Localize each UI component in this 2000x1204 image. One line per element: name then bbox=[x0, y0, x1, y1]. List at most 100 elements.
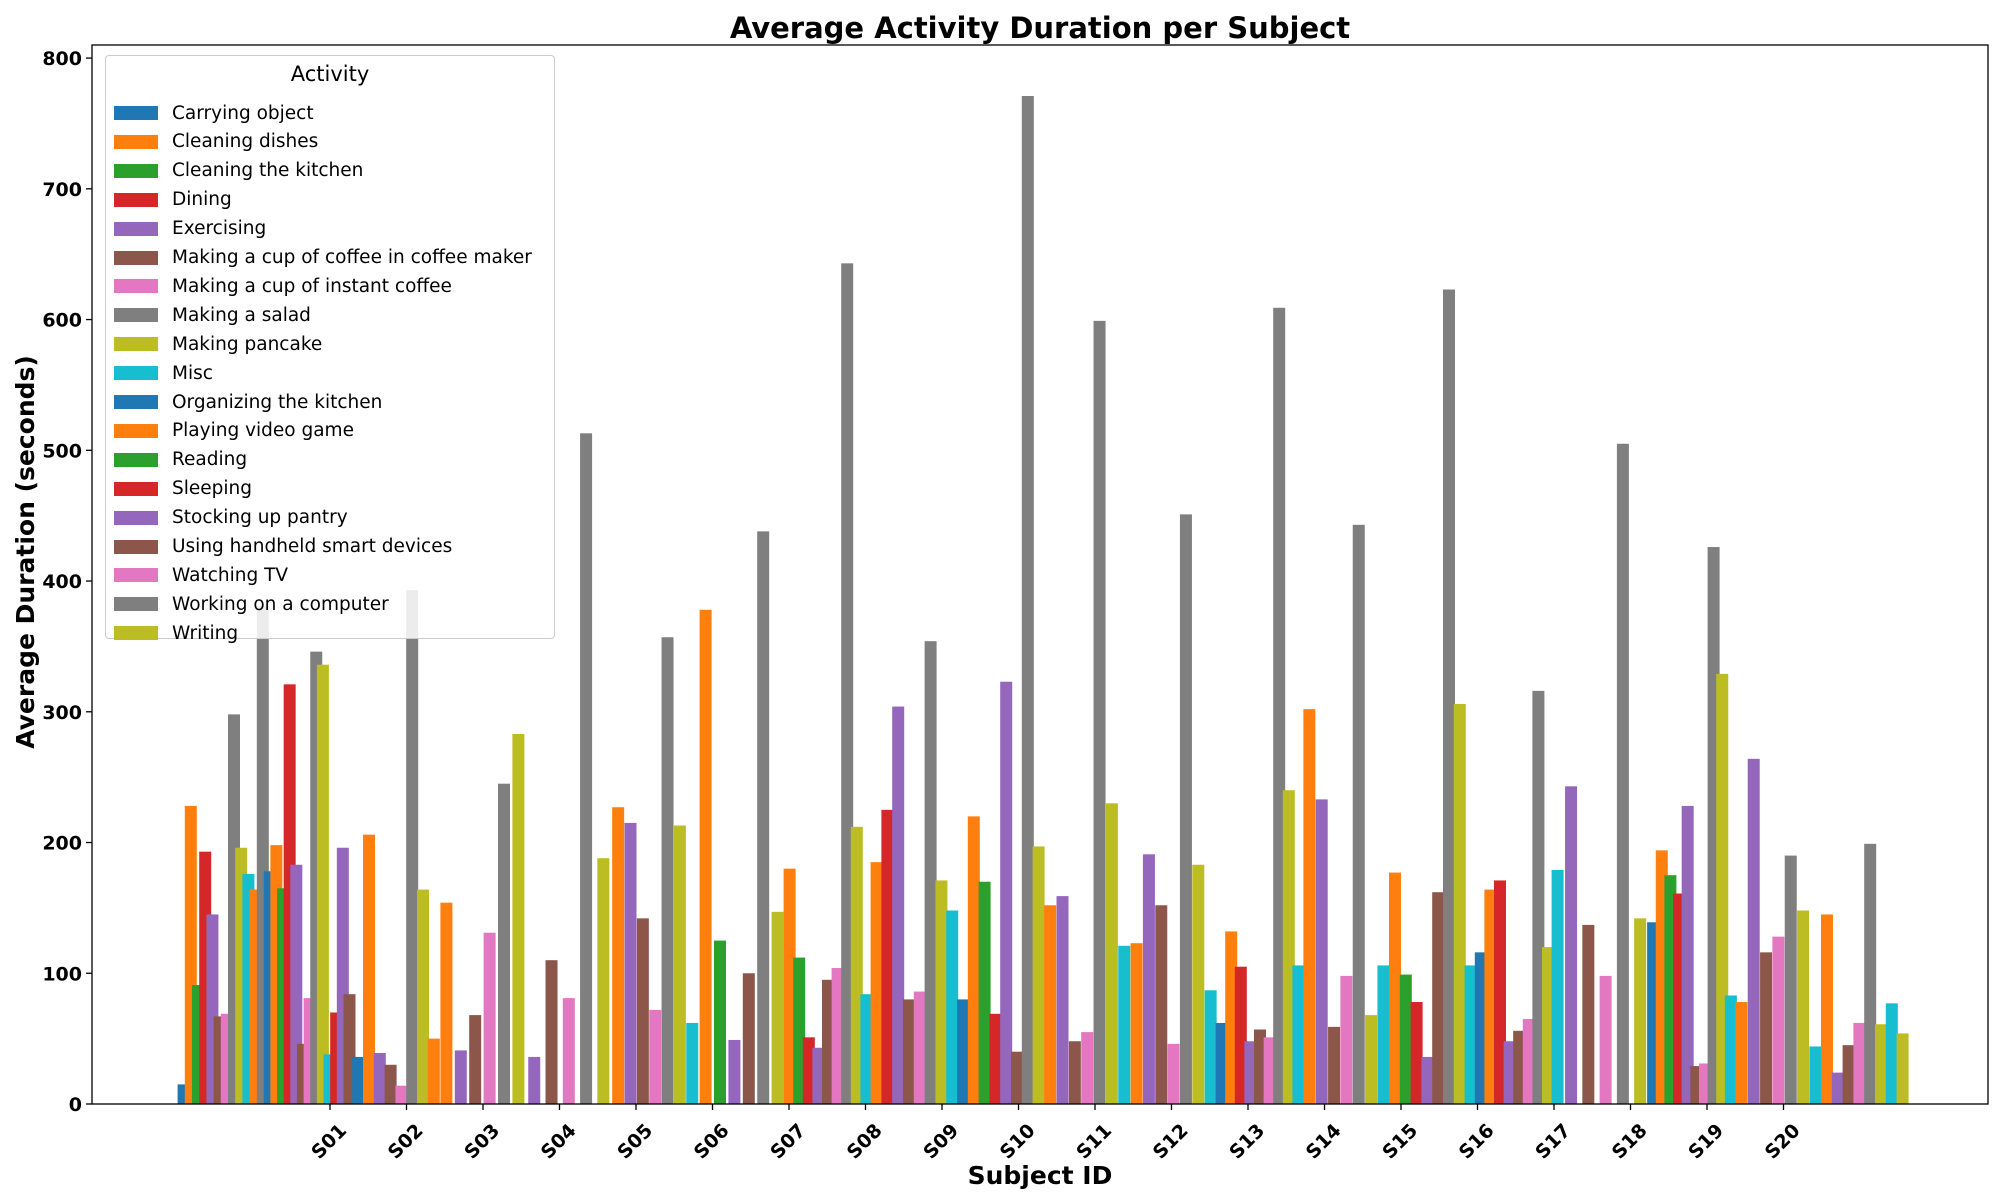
bar-s12-making-pancake bbox=[1192, 864, 1205, 1104]
bar-s12-making-a-cup-of-instant-coffee bbox=[1167, 1043, 1180, 1104]
x-tick-label-s02: S02 bbox=[384, 1120, 428, 1164]
bar-s03-making-pancake bbox=[417, 889, 429, 1104]
x-tick-label-s19: S19 bbox=[1684, 1120, 1728, 1164]
bar-s04-making-a-salad bbox=[498, 783, 510, 1104]
y-tick-label: 500 bbox=[42, 440, 82, 462]
y-tick-label: 0 bbox=[69, 1094, 82, 1116]
legend-label: Using handheld smart devices bbox=[172, 536, 453, 557]
x-tick-label-s07: S07 bbox=[766, 1120, 810, 1164]
x-tick-label-s16: S16 bbox=[1455, 1120, 1499, 1164]
bar-s13-dining bbox=[1234, 966, 1247, 1104]
y-tick-label: 800 bbox=[42, 48, 82, 70]
legend-swatch bbox=[114, 481, 158, 496]
legend-swatch bbox=[114, 337, 158, 352]
bar-s08-making-a-salad bbox=[841, 263, 854, 1105]
x-tick-label-s04: S04 bbox=[537, 1120, 581, 1164]
y-tick-label: 600 bbox=[42, 310, 82, 332]
bar-s03-carrying-object bbox=[352, 1056, 365, 1104]
legend-swatch bbox=[114, 192, 158, 207]
bar-s14-making-a-cup-of-coffee-in-coffee-maker bbox=[1328, 1026, 1341, 1104]
bar-s19-exercising bbox=[1747, 758, 1760, 1104]
bar-s05-exercising bbox=[528, 1056, 541, 1104]
bar-s19-making-a-cup-of-instant-coffee bbox=[1772, 936, 1785, 1104]
x-tick-label-s13: S13 bbox=[1225, 1120, 1269, 1164]
bar-s10-dining bbox=[989, 1013, 1002, 1104]
bar-s18-misc bbox=[1724, 995, 1737, 1104]
bar-s04-exercising bbox=[454, 1050, 467, 1104]
legend-swatch bbox=[114, 539, 158, 554]
bar-s20-misc bbox=[1885, 1003, 1898, 1104]
x-tick-label-s12: S12 bbox=[1149, 1120, 1193, 1164]
legend-item: Carrying object bbox=[114, 100, 314, 126]
bar-s10-carrying-object bbox=[957, 999, 969, 1104]
legend-item: Making pancake bbox=[114, 331, 322, 357]
bar-s09-exercising bbox=[892, 706, 905, 1104]
bar-s11-making-a-salad bbox=[1093, 320, 1106, 1104]
bar-s15-making-pancake bbox=[1453, 703, 1466, 1104]
legend-label: Writing bbox=[172, 622, 239, 644]
legend-item: Working on a computer bbox=[114, 591, 389, 617]
legend-label: Exercising bbox=[172, 218, 267, 240]
legend-item: Exercising bbox=[114, 216, 266, 242]
legend-swatch bbox=[114, 106, 158, 120]
bar-s13-making-a-cup-of-instant-coffee bbox=[1263, 1037, 1276, 1104]
bar-s14-making-a-cup-of-instant-coffee bbox=[1340, 975, 1353, 1104]
bar-s11-exercising bbox=[1056, 896, 1069, 1104]
legend-label: Cleaning dishes bbox=[172, 131, 319, 153]
legend-item: Making a cup of instant coffee bbox=[114, 273, 452, 299]
bar-s15-dining bbox=[1410, 1002, 1423, 1104]
x-tick-label-s14: S14 bbox=[1302, 1120, 1346, 1164]
legend-label: Making pancake bbox=[172, 333, 323, 355]
legend-label: Carrying object bbox=[172, 102, 314, 124]
x-tick-label-s09: S09 bbox=[919, 1120, 963, 1164]
bar-s14-making-a-salad bbox=[1352, 524, 1365, 1104]
bar-s09-making-a-cup-of-instant-coffee bbox=[913, 991, 926, 1104]
bar-s09-cleaning-dishes bbox=[870, 862, 883, 1104]
bar-s04-making-pancake bbox=[512, 734, 525, 1104]
chart-title: Average Activity Duration per Subject bbox=[730, 11, 1350, 45]
legend-title: Activity bbox=[290, 62, 370, 86]
x-tick-label-s18: S18 bbox=[1608, 1120, 1652, 1164]
y-axis-label: Average Duration (seconds) bbox=[11, 355, 40, 749]
legend-item: Writing bbox=[114, 620, 238, 646]
bar-s09-making-a-cup-of-coffee-in-coffee-maker bbox=[903, 999, 915, 1104]
legend-swatch bbox=[114, 452, 158, 467]
x-tick-label-s11: S11 bbox=[1072, 1120, 1116, 1164]
bar-s13-carrying-object bbox=[1215, 1022, 1228, 1104]
bar-s08-dining bbox=[802, 1037, 815, 1104]
bar-s20-exercising bbox=[1831, 1072, 1844, 1104]
bar-s16-cleaning-dishes bbox=[1484, 889, 1497, 1104]
bar-s03-cleaning-dishes bbox=[363, 834, 375, 1104]
legend-label: Watching TV bbox=[172, 564, 289, 586]
x-tick-label-s20: S20 bbox=[1761, 1120, 1805, 1164]
bar-s11-making-a-cup-of-instant-coffee bbox=[1081, 1032, 1094, 1104]
bar-s07-making-a-salad bbox=[757, 531, 770, 1104]
legend-swatch bbox=[114, 308, 158, 323]
legend-label: Stocking up pantry bbox=[172, 507, 348, 529]
bar-s20-making-pancake bbox=[1875, 1024, 1887, 1104]
x-tick-label-s17: S17 bbox=[1531, 1120, 1575, 1164]
bar-s06-cleaning-dishes bbox=[612, 807, 625, 1104]
legend-item: Dining bbox=[114, 187, 232, 213]
bar-s05-making-a-cup-of-coffee-in-coffee-maker bbox=[545, 960, 558, 1104]
legend-swatch bbox=[114, 279, 158, 294]
legend-swatch bbox=[114, 395, 158, 409]
bar-s14-exercising bbox=[1315, 799, 1328, 1104]
bar-s10-making-a-cup-of-coffee-in-coffee-maker bbox=[1011, 1051, 1023, 1104]
legend-label: Cleaning the kitchen bbox=[172, 160, 364, 182]
bar-s16-making-a-cup-of-coffee-in-coffee-maker bbox=[1513, 1030, 1526, 1104]
bar-s15-making-a-salad bbox=[1443, 289, 1455, 1104]
legend-label: Dining bbox=[172, 189, 232, 211]
bar-s16-dining bbox=[1494, 880, 1506, 1104]
bar-s09-making-pancake bbox=[935, 880, 948, 1104]
legend-item: Stocking up pantry bbox=[114, 505, 348, 531]
bar-s17-making-pancake bbox=[1634, 918, 1647, 1104]
y-tick-label: 300 bbox=[42, 702, 82, 724]
legend-label: Working on a computer bbox=[172, 593, 389, 615]
legend-swatch bbox=[114, 134, 158, 149]
legend-label: Playing video game bbox=[172, 420, 354, 442]
bar-s17-making-a-cup-of-instant-coffee bbox=[1599, 975, 1612, 1104]
bar-s15-cleaning-dishes bbox=[1389, 872, 1401, 1104]
bar-s20-making-a-cup-of-instant-coffee bbox=[1853, 1022, 1866, 1104]
